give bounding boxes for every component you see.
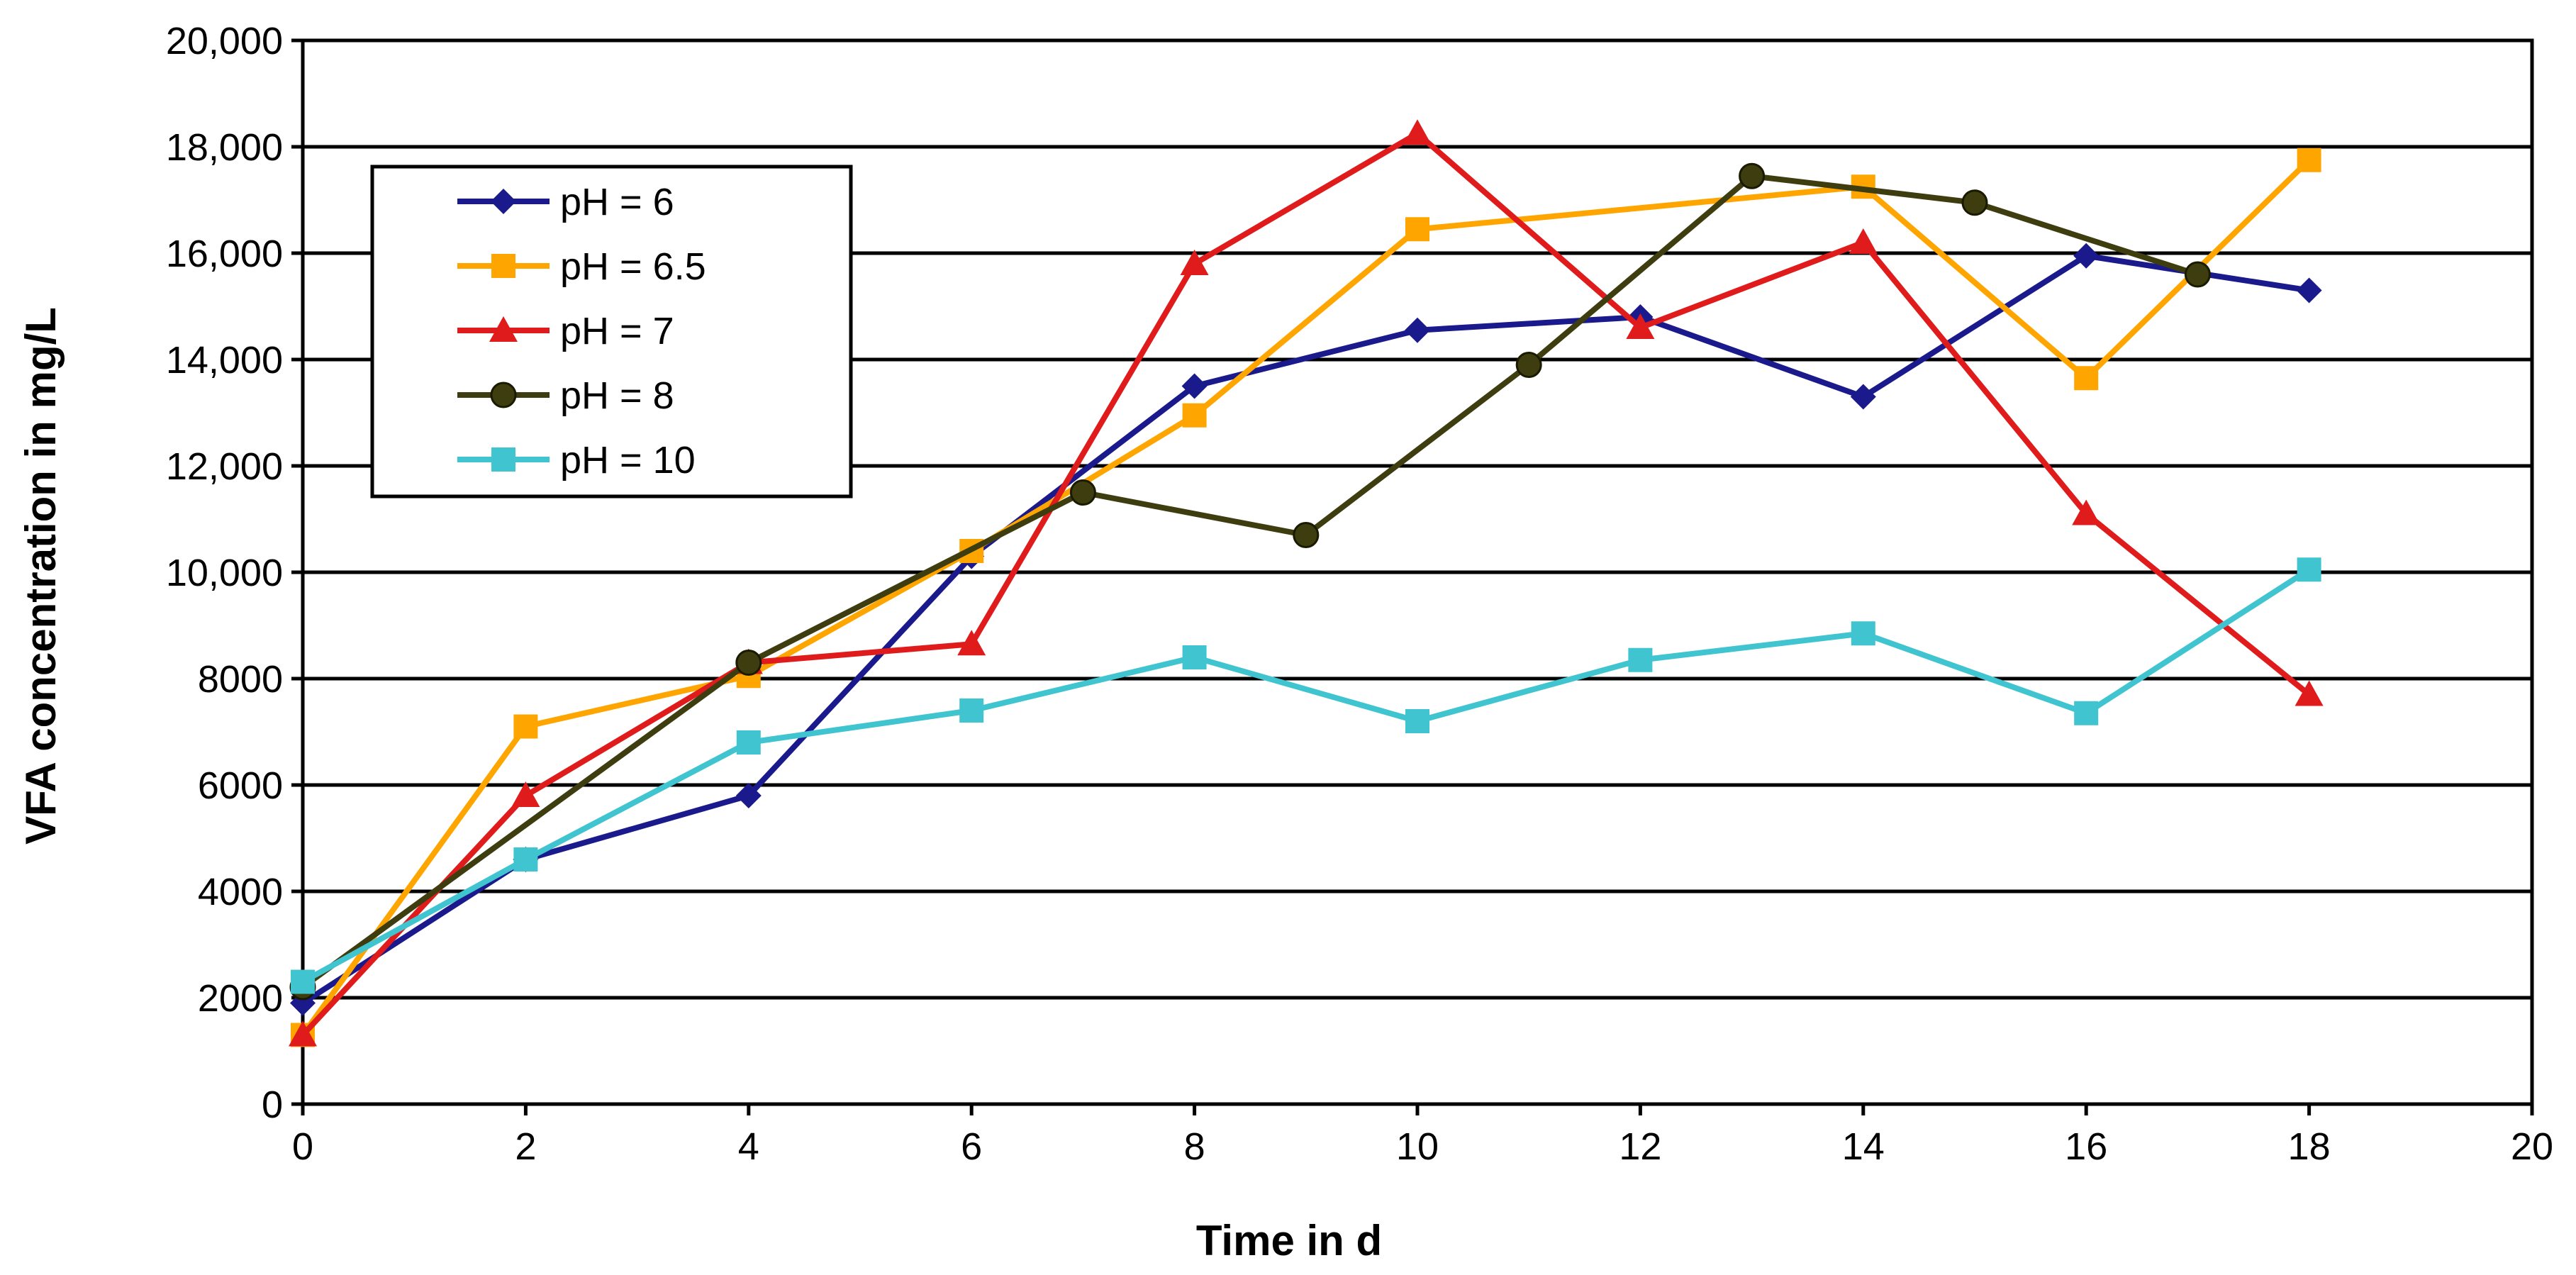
data-point-ph-6-5 <box>1182 403 1207 428</box>
y-axis-title: VFA concentration in mg/L <box>17 307 65 845</box>
y-tick-label: 8000 <box>198 658 283 701</box>
legend-item-ph-6-5: pH = 6.5 <box>457 245 706 288</box>
legend-label: pH = 6 <box>560 181 674 223</box>
y-tick-label: 12,000 <box>166 445 283 488</box>
x-tick-label: 18 <box>2288 1125 2331 1168</box>
y-tick-label: 2000 <box>198 977 283 1020</box>
legend-marker <box>490 382 517 408</box>
series-line-ph-7 <box>301 130 2312 1037</box>
legend-item-ph-10: pH = 10 <box>457 439 696 481</box>
legend-marker <box>491 254 515 278</box>
legend-item-ph-8: pH = 8 <box>457 374 674 417</box>
data-point-ph-6-5 <box>2074 366 2099 391</box>
data-point-ph-10 <box>513 847 538 872</box>
data-point-ph-10 <box>2297 557 2321 582</box>
legend-label: pH = 6.5 <box>560 245 706 288</box>
x-tick-label: 2 <box>515 1125 536 1168</box>
x-axis-title: Time in d <box>1196 1217 1382 1264</box>
data-point-ph-8 <box>1739 162 1766 189</box>
data-point-ph-10 <box>1182 645 1207 669</box>
y-tick-label: 14,000 <box>166 339 283 382</box>
data-point-ph-8 <box>1961 189 1988 216</box>
y-tick-label: 10,000 <box>166 552 283 594</box>
data-point-ph-6-5 <box>2297 147 2321 172</box>
y-tick-label: 18,000 <box>166 126 283 169</box>
data-point-ph-6 <box>2073 243 2100 269</box>
data-point-ph-10 <box>959 698 984 723</box>
data-point-ph-8 <box>1515 352 1542 378</box>
data-point-ph-7 <box>2072 499 2101 525</box>
y-axis-ticks: 0 2000 4000 6000 8000 10,000 12,000 14,000 16,00… <box>166 20 303 1126</box>
grid-lines <box>303 145 2532 1000</box>
data-point-ph-6-5 <box>1405 217 1429 242</box>
legend: pH = 6 pH = 6.5 pH = 7 pH = 8 pH = 10 <box>370 165 853 499</box>
legend-item-ph-7: pH = 7 <box>457 310 674 352</box>
data-point-ph-10 <box>291 969 315 994</box>
data-point-ph-10 <box>2074 701 2099 725</box>
data-point-ph-6-5 <box>513 714 538 739</box>
legend-label: pH = 10 <box>560 439 696 481</box>
legend-item-ph-6: pH = 6 <box>457 181 674 223</box>
x-tick-label: 6 <box>961 1125 982 1168</box>
data-point-ph-6 <box>735 783 762 808</box>
data-point-ph-8 <box>1293 522 1320 548</box>
x-tick-label: 8 <box>1184 1125 1205 1168</box>
x-axis-ticks: 0 2 4 6 8 10 12 14 16 18 20 <box>292 1104 2553 1168</box>
data-point-ph-7 <box>2295 680 2324 706</box>
x-tick-label: 14 <box>1842 1125 1885 1168</box>
data-point-ph-10 <box>1405 709 1429 733</box>
legend-marker <box>489 316 518 342</box>
series-line-ph-8 <box>301 173 2199 990</box>
y-tick-label: 6000 <box>198 764 283 807</box>
y-tick-label: 0 <box>262 1084 283 1126</box>
series-layer <box>289 119 2324 1047</box>
data-point-ph-8 <box>1069 479 1096 506</box>
data-point-ph-7 <box>957 630 986 656</box>
x-tick-label: 0 <box>292 1125 313 1168</box>
data-point-ph-6 <box>1405 317 1430 343</box>
data-point-ph-7 <box>511 781 540 807</box>
data-point-ph-6 <box>1850 384 1876 410</box>
x-tick-label: 16 <box>2065 1125 2107 1168</box>
data-point-ph-6 <box>2296 277 2322 304</box>
y-tick-label: 16,000 <box>166 233 283 275</box>
legend-marker <box>491 189 516 214</box>
x-tick-label: 4 <box>738 1125 759 1168</box>
data-point-ph-8 <box>2184 261 2211 288</box>
data-point-ph-7 <box>1626 313 1655 339</box>
data-point-ph-6 <box>1181 373 1208 399</box>
legend-label: pH = 8 <box>560 374 674 417</box>
legend-label: pH = 7 <box>560 310 674 352</box>
series-ph-10 <box>291 557 2321 994</box>
series-line-ph-10 <box>301 567 2311 985</box>
data-point-ph-7 <box>1849 228 1878 254</box>
series-line-ph-6 <box>301 252 2310 1006</box>
data-point-ph-10 <box>1851 621 1875 646</box>
x-tick-label: 10 <box>1396 1125 1439 1168</box>
data-point-ph-7 <box>289 1020 317 1047</box>
data-point-ph-7 <box>1180 250 1209 275</box>
data-point-ph-10 <box>736 730 761 755</box>
legend-marker <box>491 447 515 472</box>
data-point-ph-8 <box>735 650 762 676</box>
data-point-ph-7 <box>1403 119 1432 145</box>
y-tick-label: 20,000 <box>166 20 283 62</box>
x-tick-label: 20 <box>2511 1125 2553 1168</box>
data-point-ph-10 <box>1628 647 1653 672</box>
legend-box <box>370 165 853 499</box>
y-tick-label: 4000 <box>198 871 283 913</box>
x-tick-label: 12 <box>1619 1125 1661 1168</box>
